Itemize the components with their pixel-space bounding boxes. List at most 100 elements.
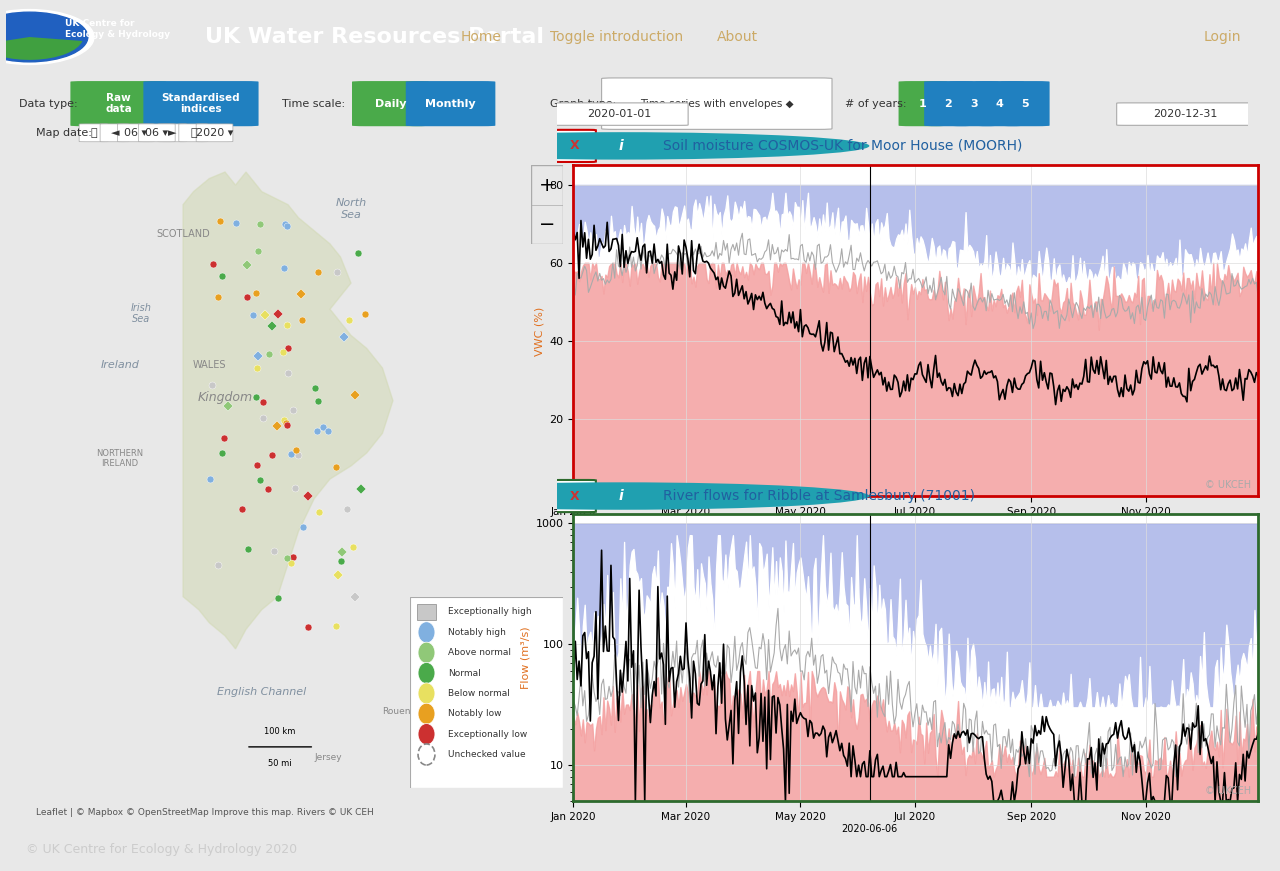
- Text: Standardised
indices: Standardised indices: [161, 93, 241, 114]
- Text: Map date:: Map date:: [36, 128, 92, 138]
- Text: Irish
Sea: Irish Sea: [131, 302, 151, 324]
- FancyBboxPatch shape: [410, 597, 563, 788]
- FancyBboxPatch shape: [179, 124, 207, 142]
- Text: 06 ▾: 06 ▾: [124, 128, 147, 138]
- Text: Normal: Normal: [448, 669, 481, 678]
- Text: i: i: [618, 138, 623, 153]
- Circle shape: [419, 724, 435, 745]
- Text: ◄: ◄: [110, 128, 119, 138]
- Text: 06 ▾: 06 ▾: [145, 128, 169, 138]
- Text: 1: 1: [919, 98, 927, 109]
- Text: Raw
data: Raw data: [105, 93, 132, 114]
- Text: Monthly: Monthly: [425, 98, 476, 109]
- Text: Graph type:: Graph type:: [550, 98, 617, 109]
- Circle shape: [419, 703, 435, 725]
- FancyBboxPatch shape: [157, 124, 187, 142]
- Text: Rouen: Rouen: [383, 707, 411, 716]
- Text: Below normal: Below normal: [448, 689, 509, 698]
- Y-axis label: Flow (m³/s): Flow (m³/s): [520, 626, 530, 689]
- Circle shape: [419, 663, 435, 684]
- Text: © UK Centre for Ecology & Hydrology 2020: © UK Centre for Ecology & Hydrology 2020: [26, 843, 297, 855]
- Text: +: +: [539, 176, 556, 194]
- Text: © UKCEH: © UKCEH: [1206, 480, 1252, 490]
- Text: Unchecked value: Unchecked value: [448, 750, 526, 759]
- Text: Exceptionally low: Exceptionally low: [448, 730, 527, 739]
- Text: Exceptionally high: Exceptionally high: [448, 607, 531, 617]
- Text: −: −: [539, 215, 556, 233]
- FancyBboxPatch shape: [1116, 103, 1254, 125]
- Text: Home: Home: [461, 30, 502, 44]
- Text: X: X: [570, 139, 580, 152]
- Circle shape: [0, 12, 88, 62]
- Text: Kingdom: Kingdom: [197, 391, 252, 403]
- Text: Ireland: Ireland: [101, 360, 140, 370]
- FancyBboxPatch shape: [143, 81, 259, 126]
- FancyBboxPatch shape: [100, 124, 129, 142]
- Text: # of years:: # of years:: [845, 98, 906, 109]
- Text: Time scale:: Time scale:: [282, 98, 344, 109]
- FancyBboxPatch shape: [406, 81, 495, 126]
- Text: Login: Login: [1204, 30, 1242, 44]
- Text: WALES: WALES: [192, 360, 227, 370]
- FancyBboxPatch shape: [899, 81, 947, 126]
- FancyBboxPatch shape: [950, 81, 998, 126]
- Text: 2020-06-06: 2020-06-06: [842, 824, 899, 834]
- Circle shape: [419, 683, 435, 704]
- Circle shape: [372, 483, 869, 510]
- FancyBboxPatch shape: [550, 103, 689, 125]
- Circle shape: [419, 744, 435, 765]
- Text: © UKCEH: © UKCEH: [1206, 786, 1252, 795]
- Text: 2020-01-01: 2020-01-01: [588, 109, 652, 119]
- Text: i: i: [618, 489, 623, 503]
- FancyBboxPatch shape: [924, 81, 973, 126]
- FancyBboxPatch shape: [70, 81, 166, 126]
- Polygon shape: [183, 172, 393, 649]
- Text: Leaflet | © Mapbox © OpenStreetMap Improve this map. Rivers © UK CEH: Leaflet | © Mapbox © OpenStreetMap Impro…: [36, 807, 374, 817]
- FancyBboxPatch shape: [553, 130, 596, 162]
- Text: UK Centre for
Ecology & Hydrology: UK Centre for Ecology & Hydrology: [65, 19, 170, 39]
- Text: ⏮: ⏮: [91, 128, 97, 138]
- FancyBboxPatch shape: [79, 124, 108, 142]
- Text: ►: ►: [168, 128, 177, 138]
- FancyBboxPatch shape: [553, 480, 596, 512]
- FancyBboxPatch shape: [602, 78, 832, 130]
- Text: 5: 5: [1021, 98, 1029, 109]
- Text: Daily: Daily: [375, 98, 406, 109]
- Text: Soil moisture COSMOS-UK for Moor House (MOORH): Soil moisture COSMOS-UK for Moor House (…: [663, 138, 1023, 153]
- FancyBboxPatch shape: [975, 81, 1024, 126]
- Text: Jersey: Jersey: [315, 753, 342, 762]
- Text: North
Sea: North Sea: [335, 198, 366, 219]
- Text: 100 km: 100 km: [265, 726, 296, 736]
- Text: 50 mi: 50 mi: [269, 760, 292, 768]
- Text: Time-series with envelopes ◆: Time-series with envelopes ◆: [640, 98, 794, 109]
- Text: Notably high: Notably high: [448, 628, 506, 637]
- Text: SCOTLAND: SCOTLAND: [156, 229, 210, 240]
- Text: ⏭: ⏭: [191, 128, 197, 138]
- Text: River flows for Ribble at Samlesbury (71001): River flows for Ribble at Samlesbury (71…: [663, 489, 975, 503]
- Circle shape: [0, 10, 93, 64]
- Text: NORTHERN
IRELAND: NORTHERN IRELAND: [96, 449, 143, 468]
- Circle shape: [419, 642, 435, 663]
- Text: 2020 ▾: 2020 ▾: [196, 128, 233, 138]
- Text: 2: 2: [945, 98, 952, 109]
- Text: Above normal: Above normal: [448, 648, 511, 658]
- Text: UK Water Resources Portal: UK Water Resources Portal: [205, 27, 544, 47]
- Text: X: X: [570, 490, 580, 503]
- Text: 4: 4: [996, 98, 1004, 109]
- FancyBboxPatch shape: [1001, 81, 1050, 126]
- FancyBboxPatch shape: [196, 124, 233, 142]
- Text: Toggle introduction: Toggle introduction: [550, 30, 684, 44]
- Text: 3: 3: [970, 98, 978, 109]
- Text: Data type:: Data type:: [19, 98, 78, 109]
- FancyBboxPatch shape: [352, 81, 429, 126]
- Text: About: About: [717, 30, 758, 44]
- FancyBboxPatch shape: [118, 124, 154, 142]
- Text: 2020-06-06: 2020-06-06: [842, 519, 899, 529]
- Circle shape: [419, 622, 435, 643]
- Circle shape: [372, 132, 869, 159]
- Y-axis label: VWC (%): VWC (%): [534, 307, 544, 355]
- Text: English Channel: English Channel: [218, 686, 306, 697]
- Text: 2020-12-31: 2020-12-31: [1153, 109, 1219, 119]
- FancyBboxPatch shape: [417, 604, 435, 619]
- Wedge shape: [0, 37, 82, 60]
